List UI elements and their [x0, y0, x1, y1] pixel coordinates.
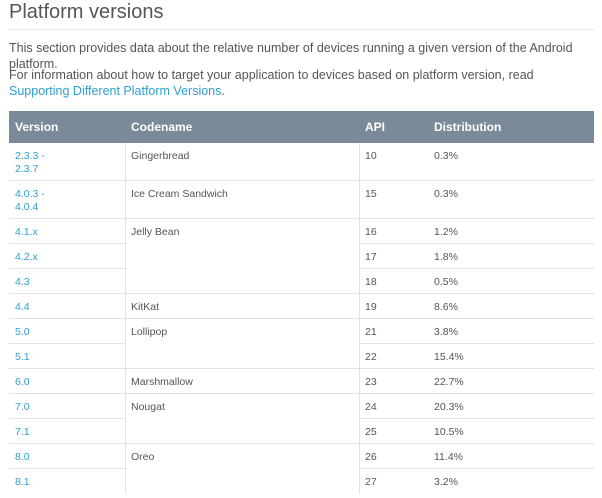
header-api: API: [365, 120, 386, 134]
row-divider: [359, 318, 594, 319]
row-divider: [9, 268, 125, 269]
row-divider: [9, 343, 125, 344]
api-cell: 16: [365, 226, 377, 238]
table-body: 2.3.3 - 2.3.7 Gingerbread 10 0.3% 4.0.3 - 4.…: [9, 143, 594, 494]
version-link[interactable]: 4.2.x: [15, 251, 38, 263]
codename-group-divider: [125, 393, 359, 394]
table-header: Version Codename API Distribution: [9, 111, 594, 143]
row-divider: [359, 368, 594, 369]
distribution-cell: 20.3%: [434, 401, 464, 413]
api-cell: 18: [365, 276, 377, 288]
codename-group-divider: [125, 318, 359, 319]
codename-group-divider: [125, 180, 359, 181]
row-divider: [9, 243, 125, 244]
distribution-cell: 1.8%: [434, 251, 458, 263]
intro-text: This section provides data about the rel…: [9, 41, 573, 71]
row-divider: [9, 180, 125, 181]
version-link[interactable]: 7.0: [15, 401, 30, 413]
api-cell: 10: [365, 150, 377, 162]
api-cell: 26: [365, 451, 377, 463]
row-divider: [359, 468, 594, 469]
page-title: Platform versions: [9, 1, 164, 23]
codename-cell: Marshmallow: [131, 376, 193, 388]
api-cell: 21: [365, 326, 377, 338]
api-cell: 15: [365, 188, 377, 200]
codename-group-divider: [125, 293, 359, 294]
row-divider: [9, 318, 125, 319]
distribution-cell: 11.4%: [434, 451, 463, 463]
codename-group-divider: [125, 443, 359, 444]
header-version: Version: [15, 120, 59, 134]
api-cell: 24: [365, 401, 377, 413]
codename-group-divider: [125, 218, 359, 219]
api-cell: 19: [365, 301, 377, 313]
row-divider: [9, 418, 125, 419]
row-divider: [359, 218, 594, 219]
version-link[interactable]: 6.0: [15, 376, 30, 388]
row-divider: [359, 180, 594, 181]
header-codename: Codename: [131, 120, 193, 134]
api-cell: 23: [365, 376, 377, 388]
version-link[interactable]: 8.0: [15, 451, 30, 463]
distribution-cell: 0.3%: [434, 188, 458, 200]
supporting-versions-link[interactable]: Supporting Different Platform Versions: [9, 84, 222, 98]
version-link[interactable]: 5.0: [15, 326, 30, 338]
codename-cell: Jelly Bean: [131, 226, 180, 238]
version-link[interactable]: 5.1: [15, 351, 30, 363]
version-link[interactable]: 7.1: [15, 426, 30, 438]
header-distribution: Distribution: [434, 120, 502, 134]
api-cell: 17: [365, 251, 377, 263]
platform-versions-table: Version Codename API Distribution 2.3.3 …: [9, 111, 594, 494]
api-cell: 22: [365, 351, 377, 363]
row-divider: [359, 418, 594, 419]
version-link[interactable]: 4.3: [15, 276, 30, 288]
row-divider: [9, 293, 125, 294]
row-divider: [359, 243, 594, 244]
distribution-cell: 0.5%: [434, 276, 458, 288]
distribution-cell: 15.4%: [434, 351, 464, 363]
row-divider: [359, 343, 594, 344]
version-link[interactable]: 4.1.x: [15, 226, 38, 238]
version-link[interactable]: 4.0.3 - 4.0.4: [15, 188, 45, 213]
row-divider: [359, 293, 594, 294]
codename-cell: KitKat: [131, 301, 160, 313]
distribution-cell: 8.6%: [434, 301, 458, 313]
distribution-cell: 0.3%: [434, 150, 458, 162]
row-divider: [9, 443, 125, 444]
distribution-cell: 3.8%: [434, 326, 458, 338]
codename-cell: Ice Cream Sandwich: [131, 188, 228, 200]
row-divider: [9, 393, 125, 394]
codename-cell: Oreo: [131, 451, 155, 463]
row-divider: [9, 468, 125, 469]
api-cell: 25: [365, 426, 377, 438]
codename-cell: Gingerbread: [131, 150, 190, 162]
codename-cell: Nougat: [131, 401, 165, 413]
info-text: For information about how to target your…: [9, 67, 594, 99]
row-divider: [9, 218, 125, 219]
distribution-cell: 3.2%: [434, 476, 458, 488]
distribution-cell: 10.5%: [434, 426, 464, 438]
row-divider: [9, 368, 125, 369]
row-divider: [359, 393, 594, 394]
codename-group-divider: [125, 368, 359, 369]
distribution-cell: 22.7%: [434, 376, 464, 388]
version-link[interactable]: 2.3.3 - 2.3.7: [15, 150, 45, 175]
codename-cell: Lollipop: [131, 326, 168, 338]
version-link[interactable]: 8.1: [15, 476, 30, 488]
version-link[interactable]: 4.4: [15, 301, 30, 313]
row-divider: [359, 268, 594, 269]
row-divider: [359, 443, 594, 444]
title-divider: [9, 29, 594, 30]
api-cell: 27: [365, 476, 377, 488]
info-suffix: .: [221, 84, 225, 98]
info-prefix: For information about how to target your…: [9, 68, 534, 82]
distribution-cell: 1.2%: [434, 226, 458, 238]
